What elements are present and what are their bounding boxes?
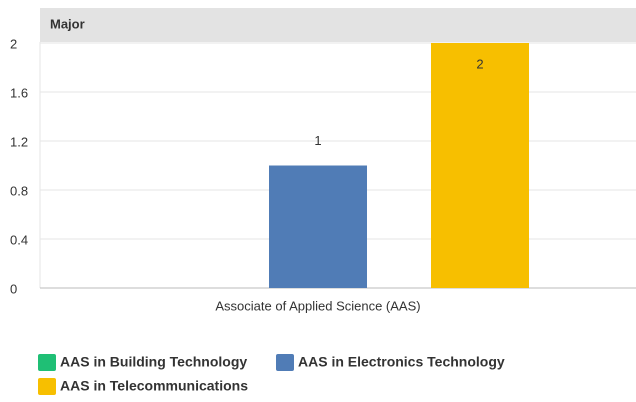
legend-label: AAS in Building Technology <box>60 354 247 370</box>
y-tick-label: 0.4 <box>10 232 28 247</box>
legend-label: AAS in Telecommunications <box>60 378 248 394</box>
legend-label: AAS in Electronics Technology <box>298 354 505 370</box>
y-tick-label: 2 <box>10 36 17 51</box>
chart-title: Major <box>50 16 85 31</box>
y-tick-label: 1.6 <box>10 85 28 100</box>
y-tick-label: 0.8 <box>10 183 28 198</box>
x-tick-label: Associate of Applied Science (AAS) <box>215 298 420 313</box>
data-label: 2 <box>476 56 483 71</box>
legend-swatch <box>38 354 56 371</box>
bar <box>269 165 367 288</box>
legend-swatch <box>276 354 294 371</box>
legend-swatch <box>38 378 56 395</box>
header-band <box>40 8 636 42</box>
y-tick-label: 1.2 <box>10 134 28 149</box>
y-tick-label: 0 <box>10 281 17 296</box>
data-label: 1 <box>314 133 321 148</box>
bar <box>431 43 529 288</box>
